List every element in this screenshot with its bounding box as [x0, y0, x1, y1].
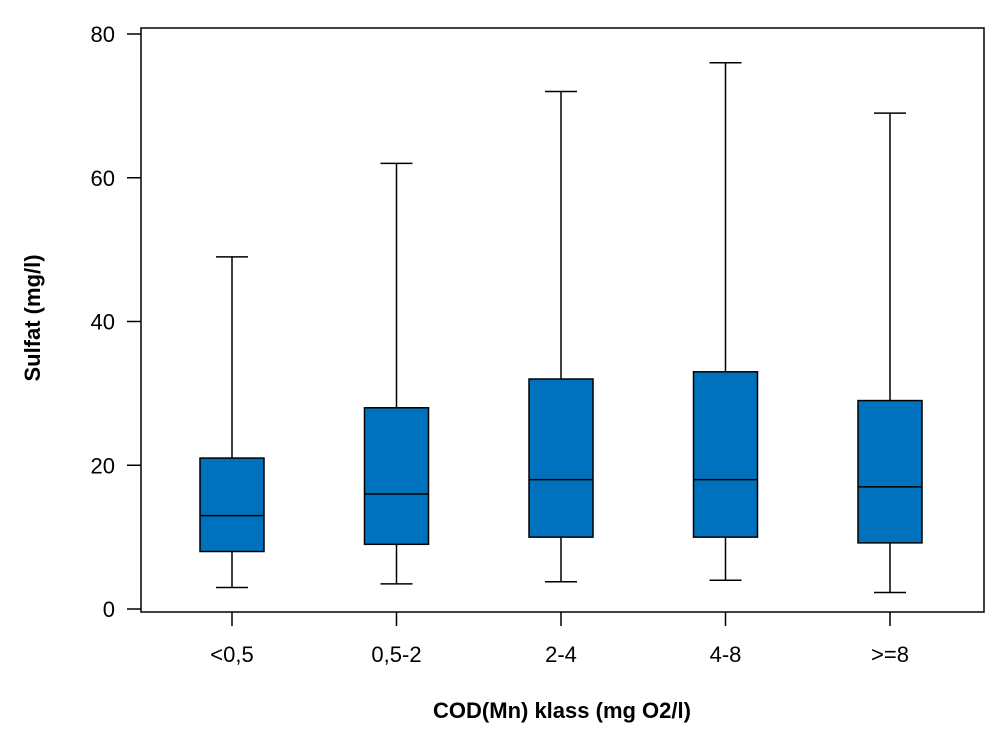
box-2 [363, 162, 430, 585]
x-tick-label: <0,5 [210, 642, 253, 667]
x-tick-label: 0,5-2 [371, 642, 421, 667]
box-series [199, 62, 923, 594]
x-tick-label: 4-8 [710, 642, 742, 667]
x-tick-label: >=8 [871, 642, 909, 667]
box-1 [199, 256, 265, 589]
y-tick-label: 20 [91, 453, 115, 478]
x-tick-label: 2-4 [545, 642, 577, 667]
box-4 [692, 62, 759, 581]
y-axis: 0 20 40 60 80 [91, 22, 141, 622]
y-tick-label: 0 [103, 597, 115, 622]
y-axis-title: Sulfat (mg/l) [20, 254, 45, 381]
x-axis-title: COD(Mn) klass (mg O2/l) [433, 698, 691, 723]
y-tick-label: 40 [91, 310, 115, 335]
y-tick-label: 60 [91, 166, 115, 191]
iqr-box [692, 371, 759, 538]
iqr-box [857, 399, 923, 544]
iqr-box [199, 457, 265, 553]
box-3 [528, 90, 594, 583]
x-axis: <0,5 0,5-2 2-4 4-8 >=8 [210, 612, 909, 667]
box-5 [857, 112, 923, 594]
y-tick-label: 80 [91, 22, 115, 47]
iqr-box [528, 378, 594, 538]
iqr-box [363, 407, 430, 546]
